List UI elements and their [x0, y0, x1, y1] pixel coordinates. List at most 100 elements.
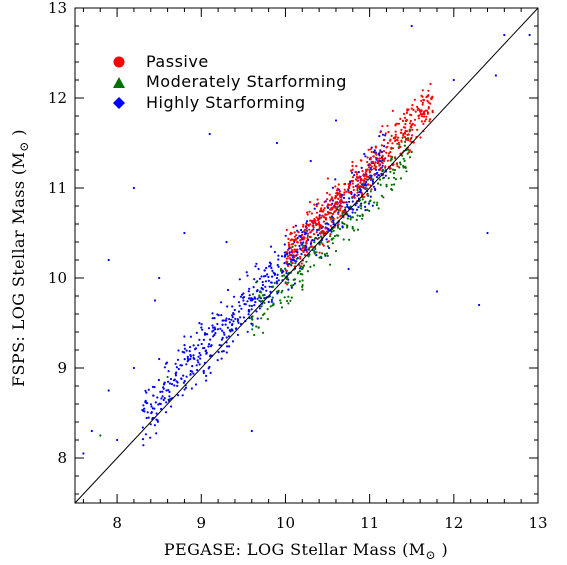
data-point-passive: [329, 208, 332, 211]
data-point-highly-starforming: [360, 202, 363, 205]
data-point-moderately-starforming: [358, 199, 362, 202]
data-point-passive: [405, 111, 408, 114]
data-point-passive: [318, 215, 321, 218]
data-point-highly-starforming: [355, 208, 359, 211]
data-point-highly-starforming: [155, 412, 158, 415]
data-point-passive: [396, 142, 399, 145]
data-point-passive: [417, 114, 420, 117]
data-point-passive: [402, 134, 405, 137]
data-point-passive: [289, 239, 292, 242]
data-point-passive: [380, 144, 383, 147]
data-point-highly-starforming: [371, 204, 374, 207]
data-point-passive: [403, 131, 406, 134]
data-point-passive: [359, 177, 362, 180]
data-point-highly-starforming: [280, 255, 284, 258]
data-point-highly-starforming: [237, 301, 241, 304]
data-point-passive: [427, 94, 430, 97]
data-point-highly-starforming: [141, 438, 145, 441]
data-point-moderately-starforming: [382, 196, 385, 199]
data-point-passive: [334, 206, 337, 209]
data-point-moderately-starforming: [301, 284, 304, 287]
data-point-passive: [329, 224, 332, 227]
plot-clip-group: [82, 24, 531, 455]
data-point-passive: [413, 98, 416, 101]
data-point-highly-starforming: [246, 274, 249, 277]
data-point-highly-starforming: [200, 323, 203, 326]
data-point-moderately-starforming: [351, 216, 354, 219]
data-point-passive: [322, 220, 325, 223]
data-point-passive: [286, 248, 290, 251]
data-point-highly-starforming: [202, 347, 205, 350]
x-axis-label: PEGASE: LOG Stellar Mass (M⊙ ): [164, 540, 448, 562]
data-point-highly-starforming: [216, 322, 219, 326]
data-point-highly-starforming: [189, 373, 192, 376]
data-point-passive: [351, 168, 354, 171]
y-tick-label: 11: [48, 179, 67, 197]
data-point-passive: [370, 165, 373, 168]
data-point-highly-starforming: [144, 433, 147, 436]
legend-label-passive: Passive: [146, 52, 209, 71]
data-point-highly-starforming: [332, 223, 335, 226]
data-point-highly-starforming: [327, 223, 330, 226]
data-point-passive: [320, 216, 323, 219]
data-point-moderately-starforming: [398, 166, 401, 169]
data-point-passive: [338, 190, 342, 193]
y-tick-label: 9: [57, 359, 67, 377]
data-point-passive: [396, 165, 399, 168]
data-point-highly-starforming: [199, 354, 202, 357]
data-point-passive: [296, 241, 299, 244]
data-point-passive: [302, 238, 305, 241]
data-point-passive: [363, 177, 366, 180]
data-point-moderately-starforming: [345, 224, 348, 227]
data-point-highly-starforming: [192, 344, 195, 347]
data-point-passive: [369, 158, 372, 161]
data-point-passive: [318, 251, 321, 254]
data-point-moderately-starforming: [269, 305, 272, 308]
data-point-highly-starforming: [216, 328, 220, 331]
data-point-highly-starforming: [212, 335, 215, 338]
data-point-highly-starforming: [347, 214, 350, 217]
data-point-passive: [399, 131, 402, 134]
data-point-passive: [310, 245, 313, 248]
data-point-moderately-starforming: [348, 238, 351, 241]
data-point-passive: [310, 219, 314, 222]
data-point-highly-starforming: [253, 297, 257, 300]
data-point-passive: [345, 190, 348, 193]
data-point-highly-starforming: [203, 332, 207, 335]
data-point-passive: [316, 217, 319, 220]
data-point-passive: [298, 264, 301, 267]
data-point-passive: [321, 230, 324, 233]
data-point-moderately-starforming: [377, 182, 380, 185]
data-point-highly-starforming: [176, 381, 179, 384]
data-point-passive: [368, 171, 371, 174]
data-point-highly-starforming: [232, 295, 236, 298]
data-point-passive: [334, 210, 337, 213]
data-point-passive: [287, 237, 290, 240]
data-point-highly-starforming: [202, 369, 205, 372]
data-point-highly-starforming: [284, 255, 287, 258]
data-point-moderately-starforming: [326, 245, 330, 248]
data-point-highly-starforming: [503, 33, 506, 37]
data-point-passive: [325, 230, 328, 233]
data-point-moderately-starforming: [260, 317, 263, 320]
legend-marker-passive: [113, 56, 125, 68]
data-point-highly-starforming: [150, 405, 153, 408]
data-point-passive: [362, 182, 365, 185]
data-point-highly-starforming: [334, 178, 337, 181]
data-point-highly-starforming: [324, 222, 327, 225]
data-point-highly-starforming: [248, 309, 251, 312]
data-point-highly-starforming: [180, 377, 183, 380]
data-point-passive: [335, 192, 338, 195]
data-point-moderately-starforming: [373, 201, 376, 204]
data-point-passive: [315, 231, 318, 234]
data-point-highly-starforming: [242, 296, 246, 299]
data-point-moderately-starforming: [272, 302, 275, 305]
data-point-passive: [381, 125, 384, 128]
y-tick-label: 12: [48, 89, 67, 107]
data-point-passive: [310, 229, 314, 232]
data-point-passive: [337, 223, 340, 226]
data-point-passive: [359, 159, 362, 162]
data-point-highly-starforming: [348, 200, 351, 203]
data-point-passive: [375, 165, 378, 168]
data-point-passive: [351, 176, 354, 179]
